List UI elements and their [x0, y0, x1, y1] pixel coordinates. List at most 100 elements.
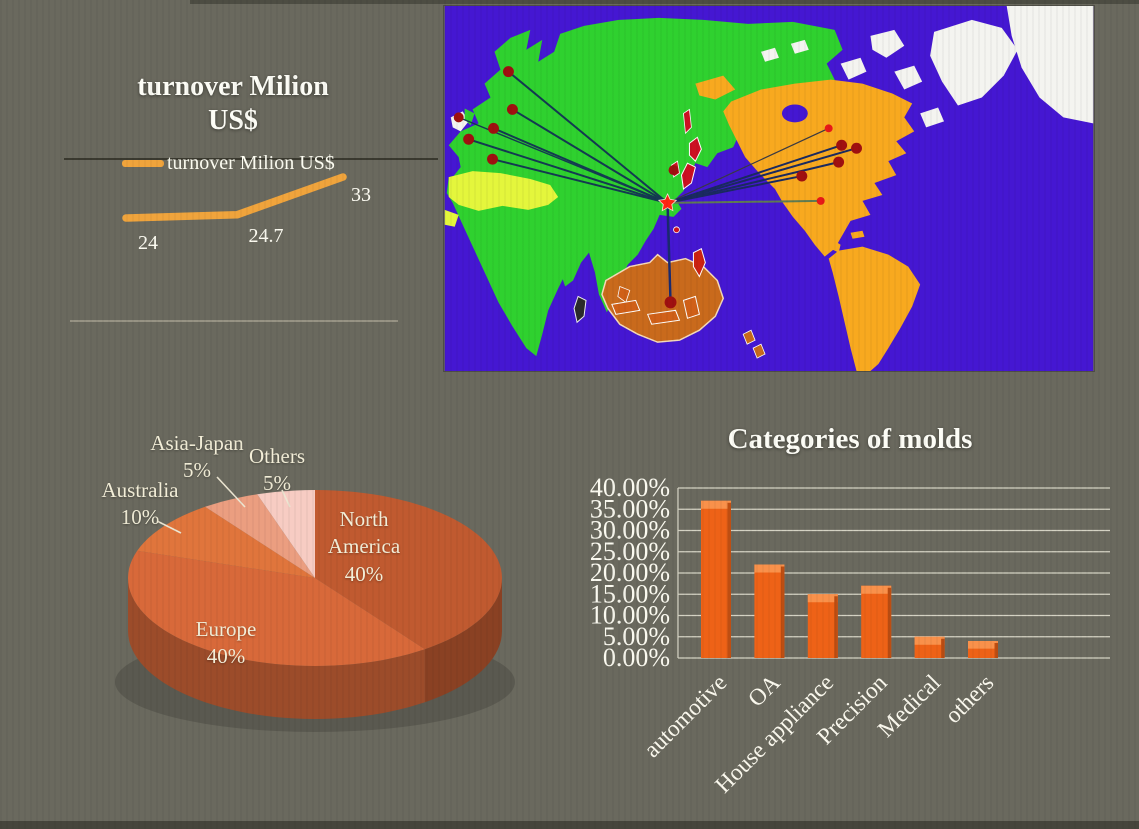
- y-tick-label: 10.00%: [590, 601, 670, 630]
- location-marker: [816, 196, 825, 205]
- alaska: [695, 75, 736, 100]
- bar: [861, 585, 892, 658]
- line-chart-title: turnover Milion US$: [137, 71, 329, 137]
- sahara-desert-band: [448, 171, 559, 211]
- route-line: [492, 127, 669, 204]
- location-marker: [488, 122, 499, 134]
- location-marker: [453, 112, 464, 123]
- route-line-australia: [666, 201, 672, 304]
- data-label: 24: [138, 232, 158, 254]
- data-label: 33: [351, 184, 371, 206]
- bar: [807, 594, 838, 658]
- leader-line: [281, 489, 291, 508]
- route-lines: [458, 70, 858, 304]
- leader-line: [156, 520, 182, 534]
- leader-line: [216, 476, 246, 508]
- legend-line-swatch: [122, 160, 164, 167]
- bar-top-highlight: [807, 594, 838, 603]
- world-map: [443, 5, 1095, 372]
- madagascar-island: [573, 295, 587, 324]
- location-marker: [463, 133, 475, 145]
- route-line: [666, 127, 830, 204]
- bar-chart-title: Categories of molds: [727, 423, 973, 455]
- bar-chart-plot: 40.00%35.00%30.00%25.00%20.00%15.00%10.0…: [590, 473, 1110, 799]
- arctic-island: [840, 57, 867, 80]
- y-tick-label: 20.00%: [590, 558, 670, 587]
- location-marker: [824, 124, 833, 133]
- desert-patch: [444, 209, 459, 227]
- east-asia-islands: [611, 108, 706, 325]
- arctic-island: [761, 47, 779, 62]
- arctic-landmass: [761, 6, 1094, 128]
- continent-americas: [695, 75, 921, 371]
- line-chart-plot: 24 24.7 33: [122, 173, 371, 254]
- location-markers: [453, 66, 862, 309]
- legend-label: turnover Milion US$: [167, 152, 335, 174]
- trend-line: [122, 173, 347, 222]
- route-line: [666, 144, 843, 204]
- south-america: [828, 246, 921, 371]
- bar-top-highlight: [968, 641, 998, 649]
- pie-slice: [128, 550, 425, 666]
- data-label: 24.7: [249, 225, 284, 247]
- location-marker: [796, 170, 808, 182]
- pie-slice-side: [128, 578, 425, 719]
- continent-australia: [601, 253, 725, 343]
- arctic-island: [920, 107, 945, 128]
- bar-top-highlight: [754, 564, 785, 573]
- location-marker: [506, 103, 518, 115]
- line-chart-legend: turnover Milion US$: [122, 152, 335, 175]
- location-marker: [668, 165, 679, 176]
- borneo: [682, 295, 700, 319]
- slide-top-edge: [190, 0, 1139, 4]
- japan-south: [680, 162, 696, 190]
- taiwan: [673, 226, 680, 234]
- pie-chart-plot: [115, 476, 515, 732]
- bar-side-shade: [887, 587, 892, 658]
- bar-side-shade: [994, 643, 998, 658]
- location-marker-australia: [664, 296, 677, 309]
- pie-slice: [257, 490, 315, 578]
- pie-slice: [205, 494, 315, 578]
- pie-slice-side: [424, 578, 502, 703]
- x-category-label: others: [940, 670, 999, 729]
- arctic-ne: [1006, 6, 1094, 124]
- route-line: [666, 161, 840, 204]
- route-line: [511, 108, 669, 204]
- bar-top-highlight: [861, 585, 892, 594]
- philippines: [692, 247, 706, 278]
- y-tick-label: 30.00%: [590, 516, 670, 545]
- bar: [701, 500, 731, 658]
- route-line: [467, 138, 669, 204]
- y-tick-label: 5.00%: [603, 622, 670, 651]
- route-line: [666, 175, 803, 204]
- route-line: [491, 158, 669, 204]
- baseline-rule: [70, 320, 398, 322]
- x-category-label: OA: [743, 670, 785, 712]
- hudson-bay: [781, 104, 808, 123]
- pie-slice: [137, 506, 315, 578]
- y-tick-label: 25.00%: [590, 537, 670, 566]
- bar-side-shade: [834, 596, 838, 658]
- central-america: [822, 234, 841, 253]
- y-tick-label: 15.00%: [590, 579, 670, 608]
- location-marker: [502, 66, 514, 78]
- y-tick-label: 0.00%: [603, 643, 670, 672]
- sumatra: [611, 299, 641, 315]
- hub-star: [657, 193, 678, 212]
- bar-top-highlight: [914, 636, 945, 645]
- location-marker: [851, 142, 862, 154]
- bar-side-shade: [780, 566, 785, 658]
- arctic-island: [870, 29, 905, 58]
- location-marker: [487, 153, 498, 165]
- bar-side-shade: [941, 638, 945, 658]
- slide-bottom-edge: [0, 821, 1139, 829]
- pie-slice: [315, 490, 502, 650]
- world-map-svg: [444, 6, 1094, 371]
- continent-africa: [446, 171, 577, 357]
- bar-side-shade: [727, 502, 731, 658]
- location-marker: [836, 139, 848, 151]
- arctic-island: [894, 65, 923, 90]
- north-america: [723, 79, 915, 257]
